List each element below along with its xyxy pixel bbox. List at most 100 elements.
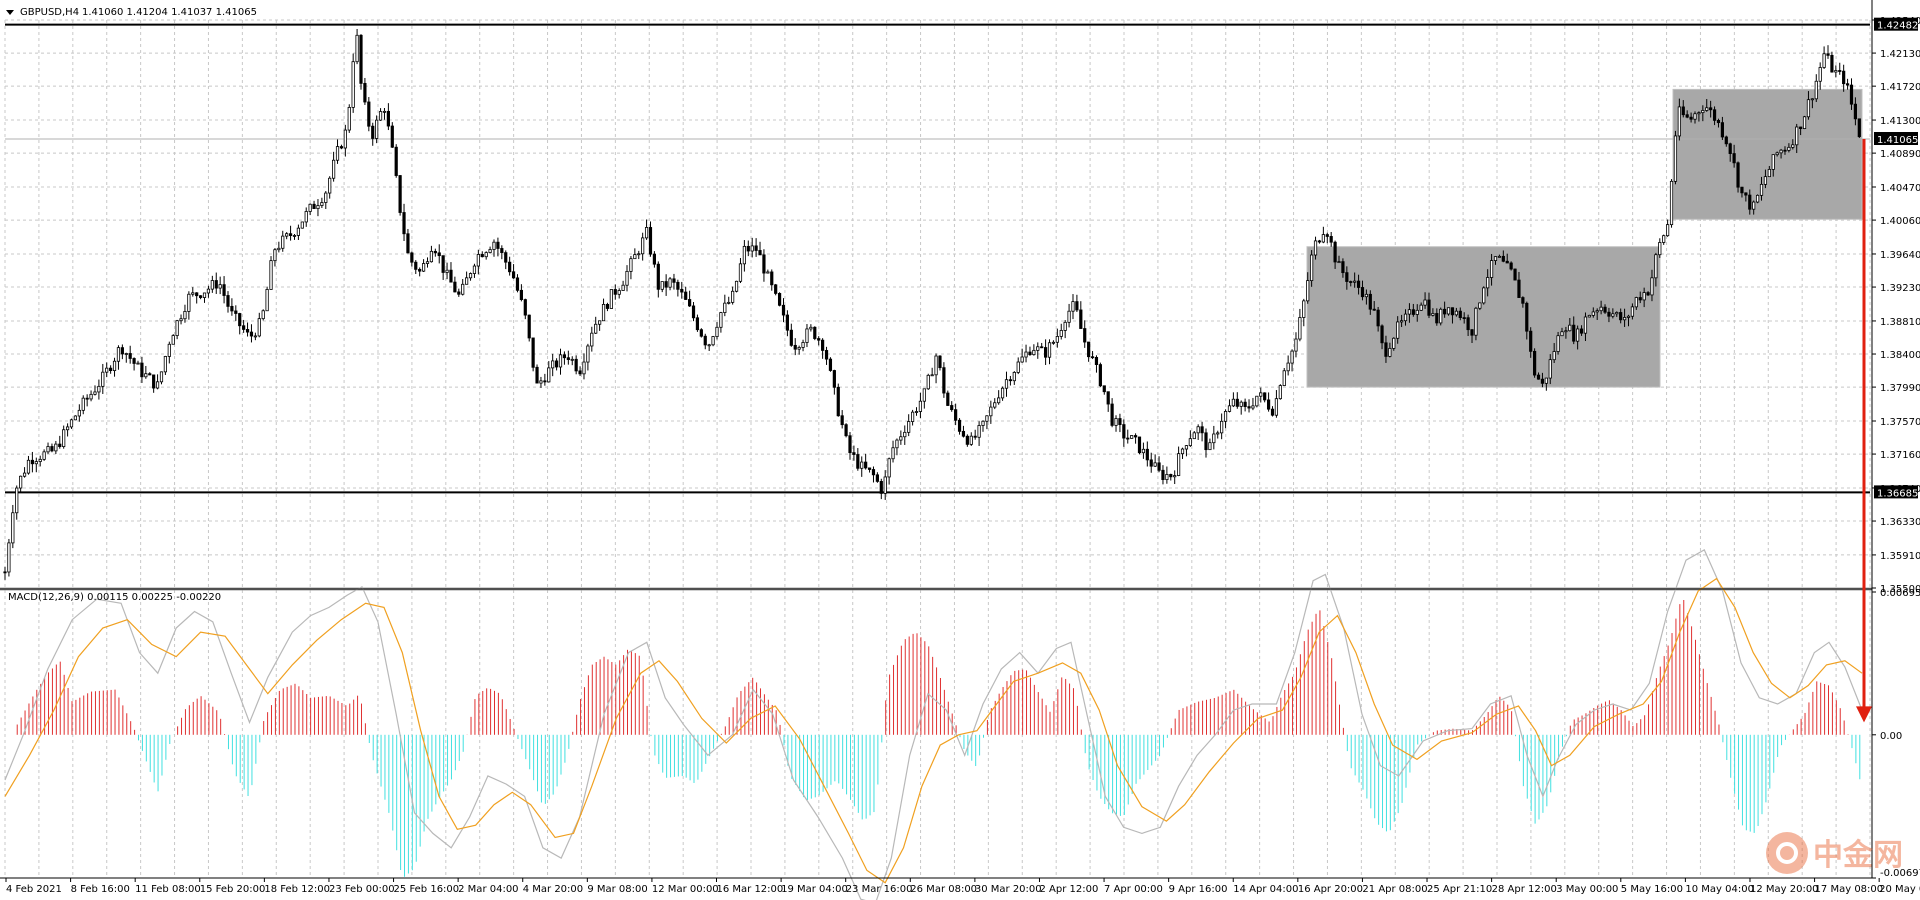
candle-body xyxy=(641,237,645,255)
candle-body xyxy=(124,353,128,355)
ohlc-header: 1.41060 1.41204 1.41037 1.41065 xyxy=(82,7,257,18)
candle-body xyxy=(418,268,422,272)
candle-body xyxy=(382,110,387,113)
candle-body xyxy=(1509,262,1513,270)
price-tick-label: 1.35910 xyxy=(1880,551,1920,562)
candle-body xyxy=(1075,301,1079,311)
candle-body xyxy=(1427,299,1431,316)
candle-body xyxy=(1560,331,1564,337)
candle-body xyxy=(38,458,42,462)
candle-body xyxy=(1114,418,1118,426)
candle-body xyxy=(1360,287,1365,298)
candle-body xyxy=(1188,438,1192,447)
candle-body xyxy=(883,476,887,494)
price-tick-label: 1.37570 xyxy=(1880,417,1920,428)
candle-body xyxy=(500,248,504,254)
candle-body xyxy=(1830,54,1834,73)
candle-body xyxy=(1133,435,1138,438)
candle-body xyxy=(339,146,344,149)
candle-body xyxy=(1748,194,1752,210)
candle-body xyxy=(1818,67,1822,82)
candle-body xyxy=(1380,325,1384,344)
candle-body xyxy=(594,323,598,334)
candle-body xyxy=(695,317,700,331)
time-tick-label: 30 Mar 20:00 xyxy=(975,884,1042,895)
candle-body xyxy=(1771,154,1775,170)
candle-body xyxy=(515,277,520,291)
candle-body xyxy=(1345,272,1349,282)
candle-body xyxy=(394,146,398,176)
candle-body xyxy=(793,344,797,350)
candle-body xyxy=(371,125,375,139)
candle-body xyxy=(1779,149,1783,154)
price-tick-label: 1.35500 xyxy=(1880,584,1920,595)
candle-body xyxy=(1689,116,1693,120)
candle-body xyxy=(461,283,465,295)
candle-body xyxy=(425,261,430,264)
candle-body xyxy=(191,292,195,295)
candle-body xyxy=(840,415,844,426)
candle-body xyxy=(1763,176,1768,185)
candle-body xyxy=(1744,192,1748,196)
candle-body xyxy=(1705,107,1709,111)
candle-body xyxy=(836,386,840,417)
dropdown-icon[interactable] xyxy=(6,10,14,15)
candle-body xyxy=(1450,307,1455,316)
candle-body xyxy=(1216,432,1220,435)
candle-body xyxy=(22,472,27,477)
candle-body xyxy=(727,301,731,304)
candle-body xyxy=(664,281,668,288)
candle-body xyxy=(1834,70,1838,73)
candle-body xyxy=(1497,255,1502,258)
candle-body xyxy=(1607,311,1611,317)
candle-body xyxy=(273,249,277,262)
candle-body xyxy=(1716,119,1721,124)
macd-signal-line xyxy=(4,577,1863,884)
current-price-label-bg xyxy=(1874,132,1918,146)
candle-body xyxy=(910,411,915,422)
candle-body xyxy=(1787,146,1791,151)
candle-body xyxy=(1564,330,1568,333)
candle-body xyxy=(1247,406,1251,409)
candle-body xyxy=(758,250,762,256)
candle-body xyxy=(738,263,743,282)
candle-body xyxy=(1157,462,1161,471)
candle-body xyxy=(1302,300,1306,318)
candle-body xyxy=(1775,152,1779,156)
candle-body xyxy=(1701,110,1705,114)
candle-body xyxy=(308,203,312,212)
candle-body xyxy=(1814,80,1818,100)
candle-body xyxy=(1662,235,1666,243)
candle-body xyxy=(1016,361,1020,373)
candle-body xyxy=(523,299,527,316)
candle-body xyxy=(1243,401,1247,408)
time-tick-label: 23 Mar 16:00 xyxy=(846,884,913,895)
candle-body xyxy=(1141,448,1146,454)
candle-body xyxy=(480,254,484,258)
candle-body xyxy=(1470,329,1474,336)
candle-body xyxy=(1411,309,1415,315)
candle-body xyxy=(938,355,942,369)
candle-body xyxy=(1533,350,1537,376)
candle-body xyxy=(199,295,203,298)
candle-body xyxy=(601,304,606,322)
candle-body xyxy=(1098,364,1102,387)
time-tick-label: 18 Feb 12:00 xyxy=(264,884,330,895)
candle-body xyxy=(828,358,833,371)
candle-body xyxy=(562,354,567,359)
candle-body xyxy=(226,295,230,307)
candle-body xyxy=(202,292,207,298)
candle-body xyxy=(1595,310,1599,313)
candle-body xyxy=(1572,324,1576,342)
candle-body xyxy=(1149,459,1153,467)
candle-body xyxy=(1145,448,1149,461)
candle-body xyxy=(856,454,860,469)
candle-body xyxy=(1826,53,1830,56)
candle-body xyxy=(535,366,539,384)
candle-body xyxy=(171,335,175,345)
candle-body xyxy=(1235,398,1239,407)
candle-body xyxy=(777,293,782,306)
candle-body xyxy=(1110,403,1114,426)
time-tick-label: 25 Apr 21:10 xyxy=(1427,884,1492,895)
